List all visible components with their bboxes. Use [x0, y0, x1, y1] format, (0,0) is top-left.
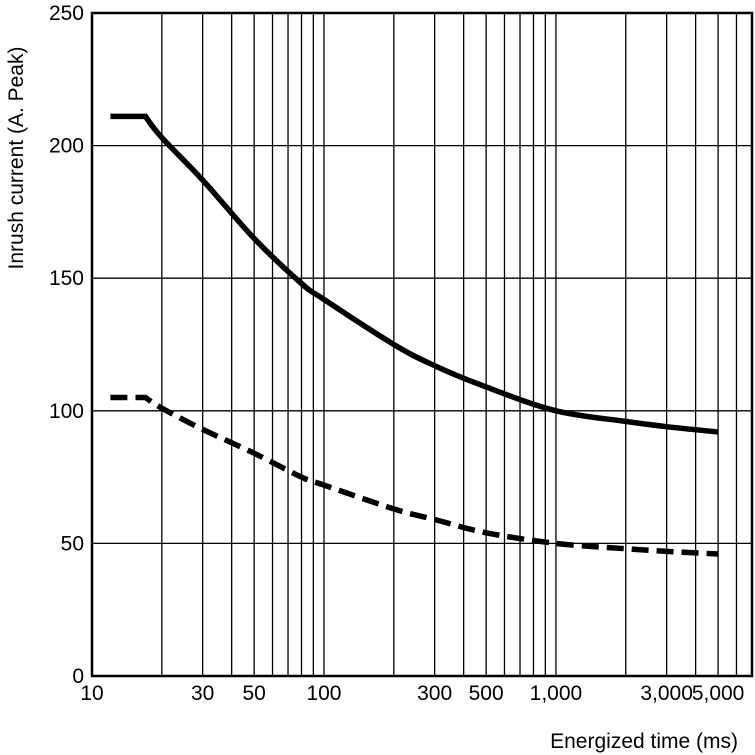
grid-lines: [92, 13, 752, 676]
y-tick-label: 100: [49, 400, 84, 423]
x-axis-title: Energized time (ms): [550, 730, 738, 753]
y-axis-title: Inrush current (A. Peak): [5, 47, 28, 270]
y-tick-label: 250: [49, 2, 84, 25]
series-line-solid: [110, 113, 719, 435]
x-tick-label: 30: [191, 682, 214, 705]
x-tick-label: 300: [417, 682, 452, 705]
y-axis-tick-labels: 0 50 100 150 200 250: [49, 2, 84, 688]
x-tick-label: 10: [80, 682, 103, 705]
plot-frame: [90, 11, 754, 678]
x-tick-label: 3,000: [640, 682, 693, 705]
y-tick-label: 0: [72, 665, 84, 688]
y-tick-label: 200: [49, 135, 84, 158]
x-tick-label: 500: [469, 682, 504, 705]
x-tick-label: 5,000: [692, 682, 745, 705]
x-tick-label: 50: [242, 682, 265, 705]
x-tick-label: 1,000: [530, 682, 583, 705]
series-line-dashed: [110, 394, 719, 557]
data-series: [110, 113, 719, 557]
x-tick-label: 100: [306, 682, 341, 705]
y-tick-label: 150: [49, 267, 84, 290]
y-tick-label: 50: [61, 532, 84, 555]
